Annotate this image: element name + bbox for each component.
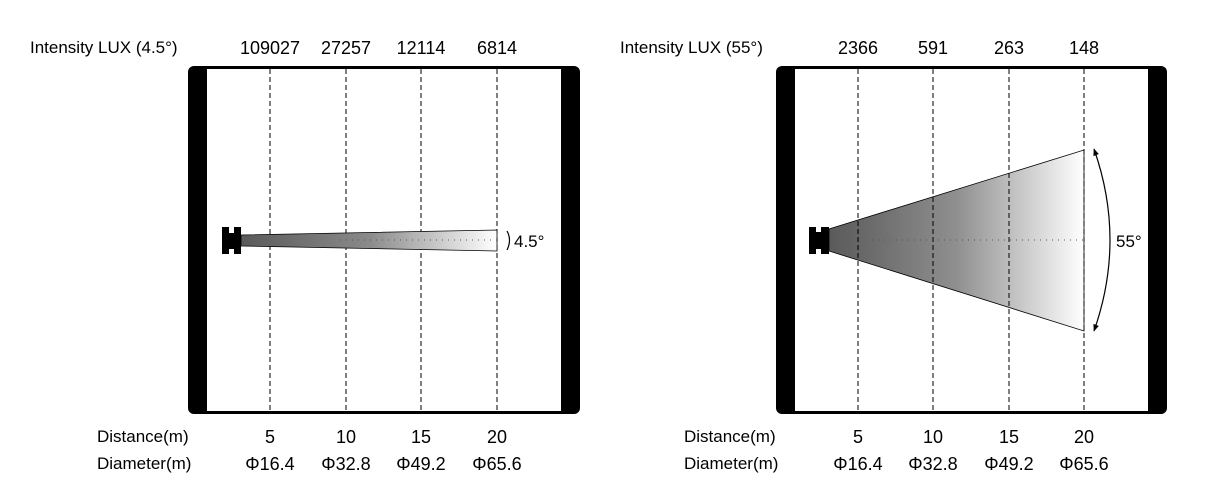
- diameter-value: Φ65.6: [472, 454, 521, 474]
- intensity-value: 2366: [838, 38, 878, 58]
- diameter-value: Φ49.2: [396, 454, 445, 474]
- diameter-label: Diameter(m): [97, 454, 191, 473]
- diameter-value: Φ65.6: [1059, 454, 1108, 474]
- intensity-label: Intensity LUX (4.5°): [30, 38, 178, 57]
- angle-arc: [1093, 148, 1111, 332]
- fixture-icon: [222, 227, 241, 254]
- distance-value: 10: [336, 427, 356, 447]
- distance-value: 15: [411, 427, 431, 447]
- intensity-value: 148: [1069, 38, 1099, 58]
- beam-angle-label: 55°: [1116, 232, 1142, 251]
- intensity-value: 263: [994, 38, 1024, 58]
- distance-value: 5: [265, 427, 275, 447]
- intensity-value: 109027: [240, 38, 300, 58]
- panel-wide-beam: Intensity LUX (55°) 2366 591 263 148 55°…: [620, 38, 1167, 474]
- intensity-value: 6814: [477, 38, 517, 58]
- distance-label: Distance(m): [97, 427, 189, 446]
- distance-value: 20: [487, 427, 507, 447]
- distance-value: 15: [999, 427, 1019, 447]
- diameter-value: Φ32.8: [321, 454, 370, 474]
- distance-label: Distance(m): [684, 427, 776, 446]
- distance-value: 10: [923, 427, 943, 447]
- intensity-label: Intensity LUX (55°): [620, 38, 763, 57]
- angle-arc: [506, 230, 511, 251]
- intensity-value: 12114: [397, 38, 446, 58]
- distance-value: 20: [1074, 427, 1094, 447]
- diameter-value: Φ49.2: [984, 454, 1033, 474]
- diameter-value: Φ32.8: [908, 454, 957, 474]
- diameter-value: Φ16.4: [245, 454, 294, 474]
- intensity-value: 27257: [321, 38, 371, 58]
- diameter-value: Φ16.4: [833, 454, 882, 474]
- panel-narrow-beam: Intensity LUX (4.5°) 109027 27257 12114 …: [30, 38, 580, 474]
- beam-angle-label: 4.5°: [514, 232, 544, 251]
- distance-value: 5: [853, 427, 863, 447]
- diameter-label: Diameter(m): [684, 454, 778, 473]
- fixture-icon: [809, 227, 829, 254]
- intensity-value: 591: [918, 38, 948, 58]
